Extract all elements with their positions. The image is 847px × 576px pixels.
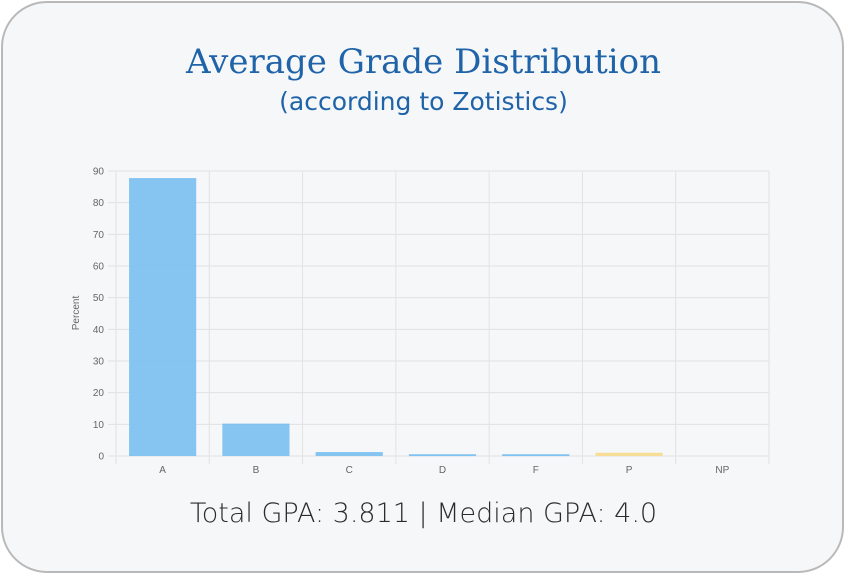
x-tick-label: F xyxy=(533,465,539,476)
x-tick-label: A xyxy=(159,465,166,476)
y-axis-label: Percent xyxy=(71,296,82,331)
y-tick-label: 30 xyxy=(93,357,105,368)
bar-c[interactable] xyxy=(315,452,383,456)
gpa-summary: Total GPA: 3.811 | Median GPA: 4.0 xyxy=(189,498,658,529)
x-axis-ticks: A B C D F P NP xyxy=(159,465,729,476)
y-tick-label: 40 xyxy=(93,325,105,336)
chart-subtitle: (according to Zotistics) xyxy=(279,87,568,116)
y-tick-label: 50 xyxy=(93,293,105,304)
bar-p[interactable] xyxy=(595,453,663,456)
bar-a[interactable] xyxy=(129,178,197,456)
y-tick-label: 0 xyxy=(98,452,104,463)
bar-b[interactable] xyxy=(222,424,290,456)
y-axis-ticks: 0 10 20 30 40 50 60 70 80 90 xyxy=(93,167,105,463)
x-tick-label: B xyxy=(253,465,260,476)
y-tick-label: 70 xyxy=(93,230,105,241)
chart-bars xyxy=(129,178,663,457)
y-tick-label: 10 xyxy=(93,420,105,431)
x-tick-label: D xyxy=(439,465,446,476)
x-tick-label: P xyxy=(626,465,633,476)
y-tick-label: 60 xyxy=(93,262,105,273)
chart-title: Average Grade Distribution xyxy=(185,42,662,82)
y-tick-label: 20 xyxy=(93,388,105,399)
y-tick-label: 90 xyxy=(93,167,105,178)
y-tick-label: 80 xyxy=(93,198,105,209)
x-tick-label: C xyxy=(346,465,353,476)
chart-grid xyxy=(108,170,770,464)
x-tick-label: NP xyxy=(715,465,729,476)
